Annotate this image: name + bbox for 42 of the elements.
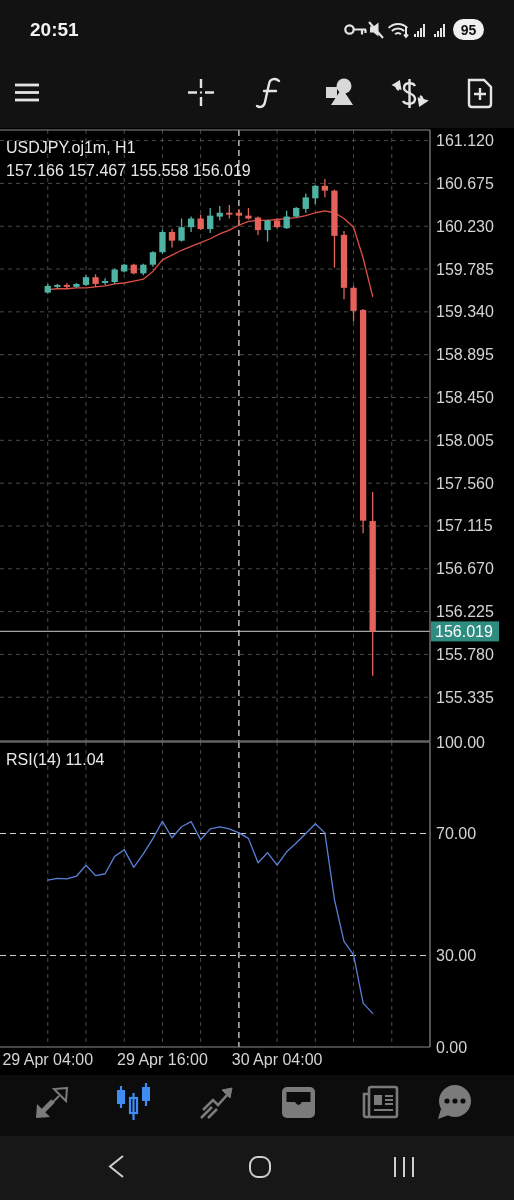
ref-line-label: 156.019 [435,622,493,640]
y-tick-label: 161.120 [436,132,494,150]
candlestick [321,178,329,198]
y-tick-label: 156.225 [436,603,494,621]
y-tick-label: 160.675 [436,174,494,192]
candlestick [159,229,166,255]
y-tick-label: 158.895 [436,346,494,364]
x-tick-label: 29 Apr 04:00 [2,1050,94,1068]
text: RSI(14) 11.04 [6,750,105,768]
candlestick [101,277,109,286]
candlestick [350,285,357,323]
line-series [47,820,374,1014]
y-tick-label: 157.115 [436,517,493,535]
y-tick-label: 157.560 [436,474,494,492]
x-tick-label: 30 Apr 04:00 [231,1050,323,1068]
candlestick [283,210,290,230]
text: 20:51 [30,18,80,40]
x-tick-label: 29 Apr 16:00 [117,1050,208,1068]
candlestick [235,208,243,224]
y-tick-label: 0.00 [436,1038,468,1056]
y-tick-label: 155.335 [436,688,494,706]
y-tick-label: 159.785 [436,260,494,278]
candlestick [178,217,185,243]
candlestick [312,184,319,205]
text: 95 [460,21,477,38]
candlestick [63,282,71,290]
candlestick [168,228,176,249]
y-tick-label: 70.00 [436,825,477,842]
y-tick-label: 159.340 [436,303,494,321]
text: USDJPY.oj1m, H1 [6,138,136,156]
y-tick-label: 30.00 [436,947,477,964]
candlestick [254,215,262,236]
text: 157.166 157.467 155.558 156.019 [6,161,251,179]
candlestick [302,192,309,214]
y-tick-label: 158.005 [436,431,494,449]
y-tick-label: 158.450 [436,388,494,406]
candlestick [264,218,271,243]
y-tick-label: 160.230 [436,217,494,235]
candlestick [207,207,214,234]
y-tick-label: 100.00 [436,733,486,751]
y-tick-label: 156.670 [436,560,494,578]
y-tick-label: 155.780 [436,645,494,663]
